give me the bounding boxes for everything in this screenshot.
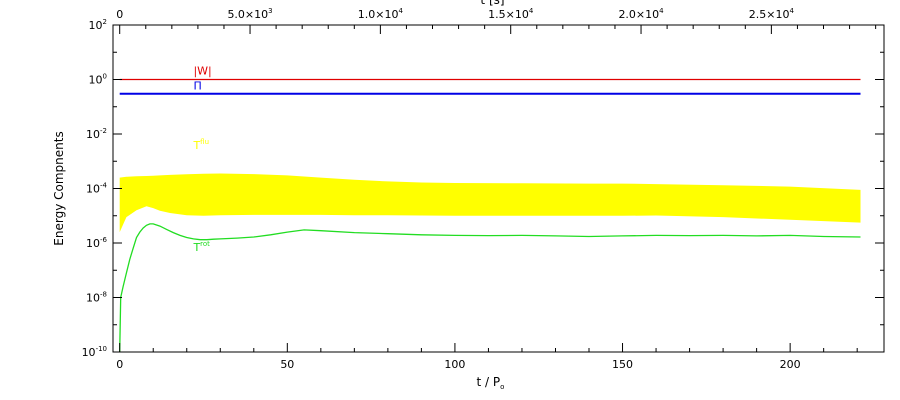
- top-axis-title: t [s]: [480, 0, 504, 7]
- y-tick-label: 10-10: [82, 345, 107, 359]
- x-tick-label: 100: [444, 358, 465, 371]
- axes-layer: 0 50 100 150 200 0 5.0×103 1.0×104 1.5×104 2.0×10…: [52, 0, 885, 391]
- top-tick-label: 2.5×104: [749, 7, 795, 21]
- top-tick-label: 1.0×104: [358, 7, 404, 21]
- x-tick-label: 50: [280, 358, 294, 371]
- series-layer: [119, 78, 861, 353]
- y-tick-label: 100: [89, 73, 107, 87]
- x-axis-title: t / Po: [477, 375, 505, 391]
- series-2-line: [119, 223, 861, 353]
- y-tick-label: 10-4: [86, 182, 108, 196]
- top-tick-label: 1.5×104: [488, 7, 534, 21]
- y-tick-label: 10-8: [86, 291, 107, 305]
- x-tick-label: 200: [780, 358, 801, 371]
- top-tick-label: 5.0×103: [227, 7, 272, 21]
- x-tick-label: 0: [116, 358, 123, 371]
- labels-layer: |W| Π Tflu Trot: [192, 65, 211, 255]
- y-axis-title: Energy Compnents: [52, 131, 66, 245]
- top-tick-label: 2.0×104: [618, 7, 664, 21]
- series-label: |W|: [193, 65, 211, 78]
- series-3-band: [119, 173, 861, 233]
- series-label: Tflu: [192, 138, 209, 152]
- y-tick-label: 10-6: [86, 236, 108, 250]
- series-label: Trot: [192, 240, 210, 254]
- y-tick-label: 102: [89, 18, 107, 32]
- top-tick-label: 0: [116, 8, 123, 21]
- series-label: Π: [193, 80, 201, 93]
- y-tick-label: 10-2: [86, 127, 107, 141]
- x-tick-label: 150: [612, 358, 633, 371]
